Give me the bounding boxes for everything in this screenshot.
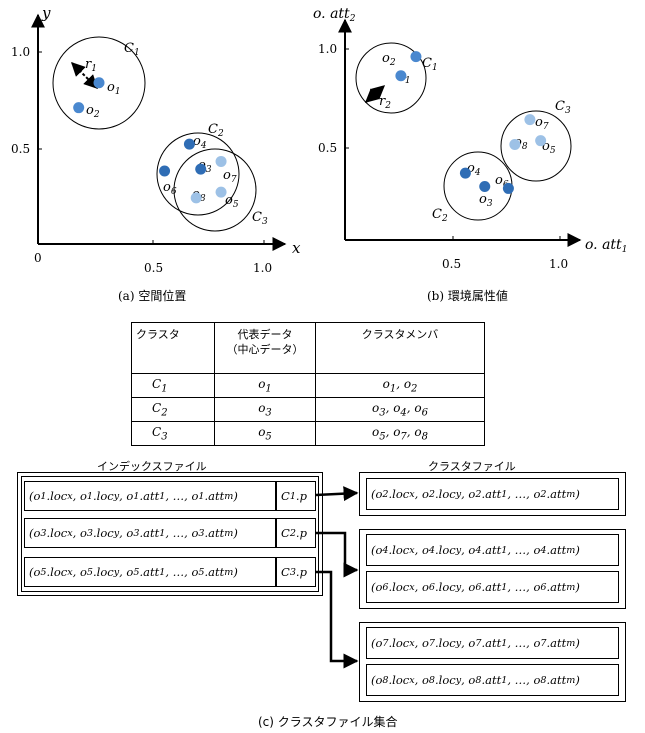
point-o7 bbox=[524, 114, 536, 126]
plot-b-label-c3: C3 bbox=[555, 99, 571, 116]
point-o4 bbox=[183, 138, 195, 150]
table-header-representative: 代表データ （中心データ） bbox=[214, 322, 316, 374]
plot-a-label-c1: C1 bbox=[124, 41, 140, 58]
plot-b-ytick-10: 1.0 bbox=[318, 42, 337, 56]
index-row-tuple: (o 3 .loc x, o 3 .loc y, o 3 .att 1, …, o 3 .att m) bbox=[24, 518, 276, 548]
plot-b-ytick-05: 0.5 bbox=[318, 141, 337, 155]
point-o7 bbox=[215, 155, 227, 167]
point-o1 bbox=[93, 77, 105, 89]
plot-a-cluster-c3 bbox=[173, 148, 257, 232]
index-row-tuple: (o 5 .loc x, o 5 .loc y, o 5 .att 1, …, o 5 .att m) bbox=[24, 557, 276, 587]
plot-a-ytick-10: 1.0 bbox=[11, 45, 30, 59]
table-header-row: クラスタ 代表データ （中心データ） クラスタメンバ bbox=[131, 322, 485, 374]
cluster-row: (o 2 .loc x, o 2 .loc y, o 2 .att 1, …, o 2 .att m) bbox=[366, 478, 619, 510]
plot-a-axes bbox=[31, 13, 287, 251]
plot-a-caption: (a) 空間位置 bbox=[118, 288, 186, 303]
point-o5 bbox=[215, 186, 227, 198]
index-row-pointer: C 1 .p bbox=[276, 481, 316, 511]
table-cell-members: o5, o7, o8 bbox=[315, 421, 485, 446]
plot-a-y-label: y bbox=[41, 4, 51, 22]
plot-b-radius bbox=[364, 85, 386, 103]
table-row: C3 o5 o5, o7, o8 bbox=[131, 421, 485, 446]
table-cell-rep: o5 bbox=[214, 421, 316, 446]
point-o2 bbox=[410, 51, 422, 63]
plot-a-label-o4: o4 bbox=[193, 134, 207, 151]
plot-a-label-c3: C3 bbox=[252, 210, 268, 227]
table-cell-members: o3, o4, o6 bbox=[315, 397, 485, 422]
plot-b-cluster-c1 bbox=[355, 42, 427, 114]
point-o5 bbox=[535, 135, 547, 147]
point-o1 bbox=[395, 70, 407, 82]
plot-b-label-o3: o3 bbox=[479, 192, 493, 209]
plot-b-caption: (b) 環境属性値 bbox=[427, 288, 508, 303]
point-o3 bbox=[195, 163, 207, 175]
index-row-pointer: C 3 .p bbox=[276, 557, 316, 587]
plot-b-label-o2: o2 bbox=[382, 51, 396, 68]
plot-a-radius bbox=[71, 62, 98, 89]
point-o3 bbox=[479, 181, 491, 193]
plot-a-x-label: x bbox=[292, 239, 301, 257]
cluster-file-c2 bbox=[359, 529, 626, 609]
plot-b-label-o7: o7 bbox=[535, 115, 549, 132]
plot-a-cluster-c2 bbox=[156, 132, 240, 216]
index-row-pointer: C 2 .p bbox=[276, 518, 316, 548]
cluster-file-c1 bbox=[359, 472, 626, 516]
cluster-row: (o 4 .loc x, o 4 .loc y, o 4 .att 1, …, o 4 .att m) bbox=[366, 534, 619, 566]
table-row: C1 o1 o1, o2 bbox=[131, 373, 485, 398]
plot-a-cluster-c1 bbox=[52, 36, 146, 130]
plot-b-axes bbox=[338, 18, 582, 247]
plot-b-label-c2: C2 bbox=[432, 207, 448, 224]
table-header-cluster: クラスタ bbox=[131, 322, 215, 374]
plot-b-label-r2: r2 bbox=[379, 94, 391, 111]
plot-b-points bbox=[395, 51, 547, 194]
point-o8 bbox=[509, 139, 521, 150]
plot-a-ytick-05: 0.5 bbox=[11, 142, 30, 156]
plot-a-label-o7: o7 bbox=[223, 168, 237, 185]
table-cell-rep: o3 bbox=[214, 397, 316, 422]
point-o4 bbox=[459, 167, 471, 179]
cluster-row: (o 7 .loc x, o 7 .loc y, o 7 .att 1, …, o 7 .att m) bbox=[366, 627, 619, 659]
plot-b-xtick-05: 0.5 bbox=[442, 257, 461, 271]
plot-b-cluster-c3 bbox=[500, 110, 572, 182]
cluster-row: (o 8 .loc x, o 8 .loc y, o 8 .att 1, …, o 8 .att m) bbox=[366, 664, 619, 696]
table-row: C2 o3 o3, o4, o6 bbox=[131, 397, 485, 422]
table-cell-rep: o1 bbox=[214, 373, 316, 398]
plot-b-label-c1: C1 bbox=[422, 56, 438, 73]
index-row-tuple: (o 1 .loc x, o 1 .loc y, o 1 .att 1, …, o 1 .att m) bbox=[24, 481, 276, 511]
plot-a-label-o5: o5 bbox=[225, 193, 239, 210]
cluster-row: (o 6 .loc x, o 6 .loc y, o 6 .att 1, …, o 6 .att m) bbox=[366, 571, 619, 603]
cluster-file-title: クラスタファイル bbox=[428, 460, 516, 473]
table-cell-cluster: C1 bbox=[131, 373, 215, 398]
point-o6 bbox=[502, 182, 514, 194]
scatter-plots: x y 0.5 1.0 0.5 1.0 0 C1 C2 C3 r1 o1 o2 … bbox=[11, 4, 627, 303]
cluster-table: クラスタ 代表データ （中心データ） クラスタメンバ C1 o1 o1, o2 … bbox=[131, 322, 485, 446]
plot-a-label-o2: o2 bbox=[86, 103, 100, 120]
point-o6 bbox=[159, 165, 171, 177]
plot-b-xtick-10: 1.0 bbox=[549, 257, 568, 271]
plot-b-y-label: o. att2 bbox=[313, 6, 356, 24]
files-caption: (c) クラスタファイル集合 bbox=[258, 715, 398, 729]
table-cell-members: o1, o2 bbox=[315, 373, 485, 398]
plot-a-label-o1: o1 bbox=[107, 80, 121, 97]
table-cell-cluster: C3 bbox=[131, 421, 215, 446]
cluster-file-c3 bbox=[359, 622, 626, 702]
plot-a-origin: 0 bbox=[34, 251, 42, 265]
index-file-title: インデックスファイル bbox=[97, 460, 207, 473]
plot-a-xtick-05: 0.5 bbox=[144, 261, 163, 275]
point-o8 bbox=[190, 192, 202, 204]
point-o2 bbox=[73, 102, 85, 114]
plot-a-label-r1: r1 bbox=[85, 57, 97, 74]
plot-a-xtick-10: 1.0 bbox=[253, 261, 272, 275]
table-header-members: クラスタメンバ bbox=[315, 322, 485, 374]
plot-a-points bbox=[73, 77, 227, 204]
table-cell-cluster: C2 bbox=[131, 397, 215, 422]
plot-b-x-label: o. att1 bbox=[585, 237, 627, 255]
plot-a-label-c2: C2 bbox=[208, 122, 224, 139]
